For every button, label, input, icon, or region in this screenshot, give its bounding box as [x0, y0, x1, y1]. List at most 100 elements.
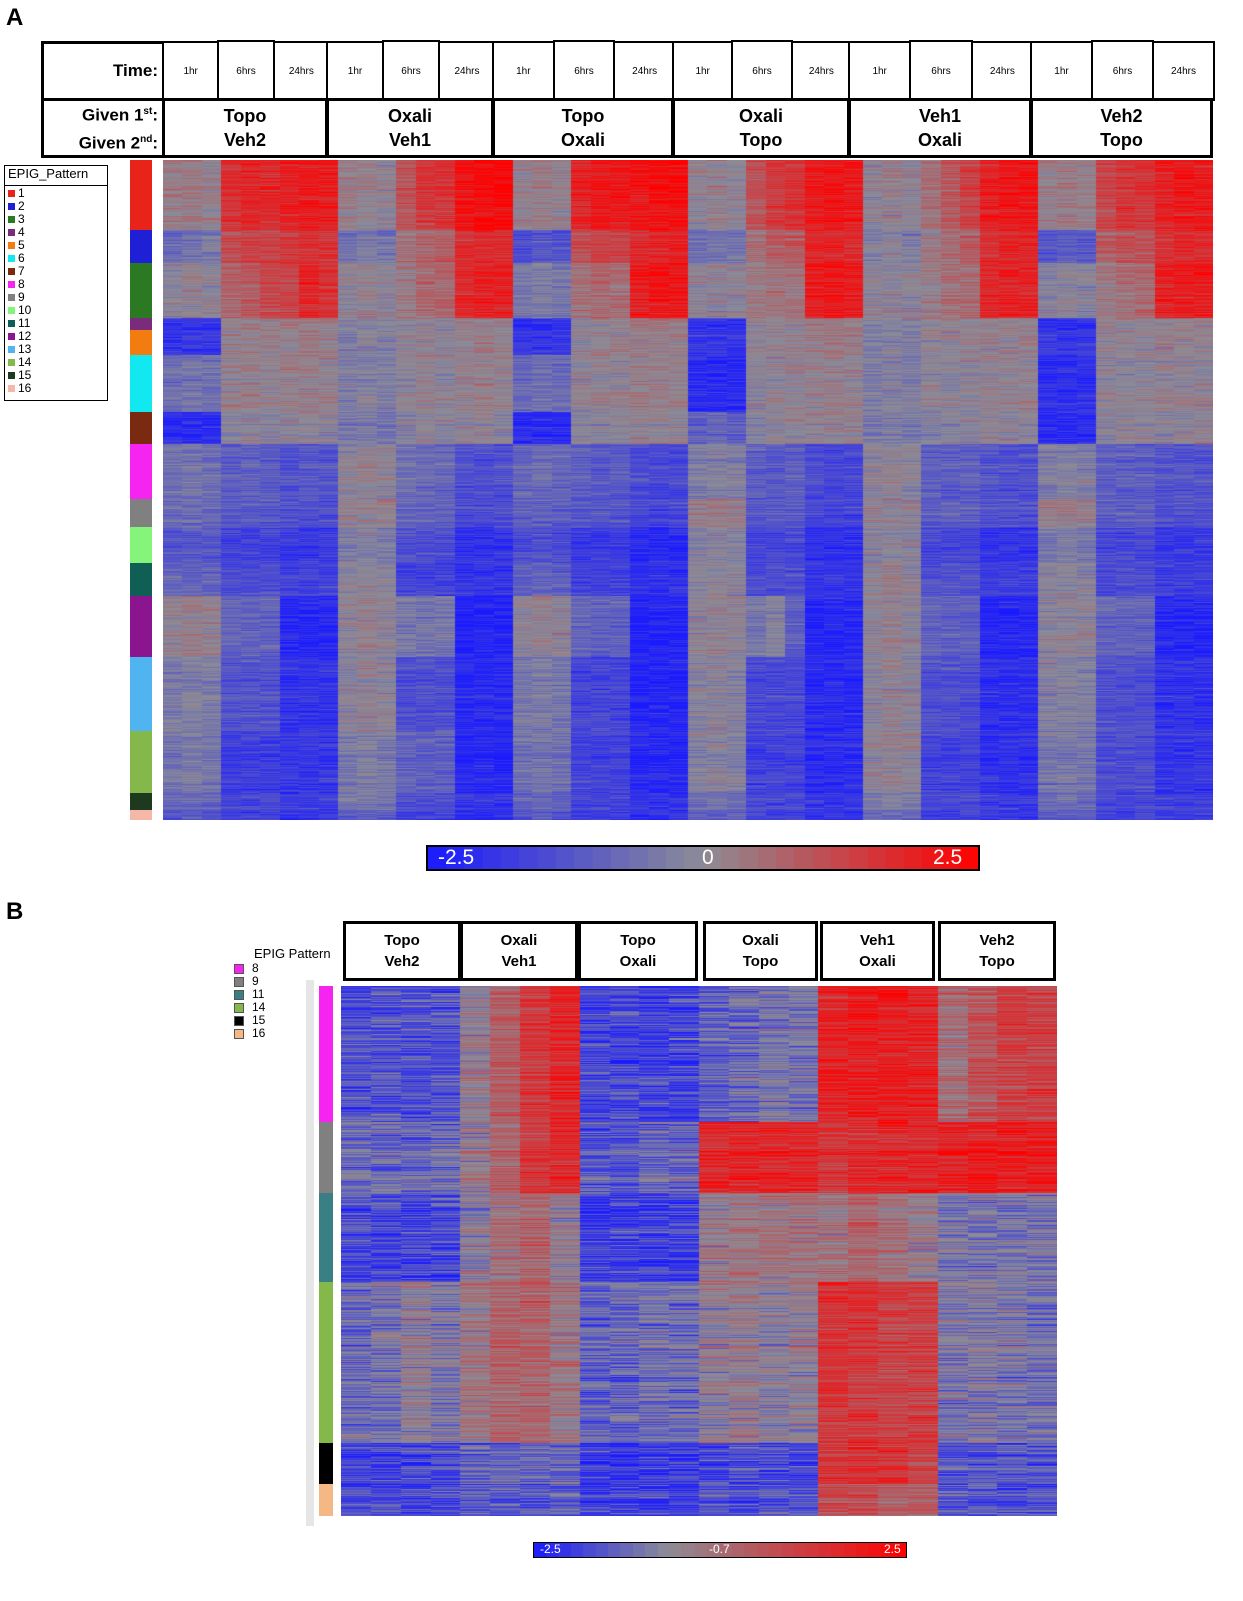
- legend-label: 1: [18, 186, 25, 200]
- panel-a-heatmap: [163, 160, 1213, 820]
- legend-item: 11: [8, 317, 30, 330]
- panel-b-heatmap: [341, 986, 1057, 1516]
- time-label: Time:: [112, 61, 158, 80]
- legend-label: 9: [18, 290, 25, 304]
- legend-label: 3: [18, 212, 25, 226]
- pattern-strip-segment: [319, 1122, 333, 1194]
- legend-swatch: [8, 242, 15, 249]
- legend-item: 9: [8, 291, 25, 304]
- pattern-strip-segment: [130, 330, 152, 356]
- legend-item: 10: [8, 304, 31, 317]
- time-header-cell: 24hrs: [970, 41, 1034, 101]
- legend-label: 11: [252, 987, 265, 1001]
- time-header-cell: 1hr: [492, 41, 555, 101]
- panel-a-legend-title: EPIG_Pattern: [8, 166, 89, 181]
- panel-a-colorbar-mid: 0: [702, 846, 714, 869]
- time-header-cell: 6hrs: [382, 40, 440, 102]
- treatment-group-header: Oxali Veh1: [326, 98, 494, 158]
- time-header-cell: 1hr: [326, 41, 384, 101]
- legend-item: 8: [234, 962, 259, 975]
- panel-a-colorbar-min: -2.5: [438, 846, 475, 869]
- pattern-strip-segment: [130, 595, 152, 658]
- legend-label: 11: [18, 316, 31, 330]
- legend-label: 13: [18, 342, 32, 356]
- given2-label: Given 2nd:: [78, 133, 158, 153]
- given-second-drug: Oxali: [560, 130, 606, 150]
- pattern-strip-segment: [130, 810, 152, 821]
- pattern-strip-segment: [130, 262, 152, 319]
- treatment-group-header: Topo Veh2: [343, 921, 461, 981]
- time-header-cell: 6hrs: [731, 40, 793, 102]
- legend-item: 14: [234, 1001, 265, 1014]
- pattern-strip-segment: [130, 562, 152, 597]
- legend-label: 8: [252, 961, 259, 975]
- pattern-strip-segment: [319, 1281, 333, 1444]
- pattern-strip-segment: [130, 793, 152, 811]
- time-label-box: Time:: [41, 41, 165, 101]
- legend-item: 1: [8, 187, 25, 200]
- given-first-drug: Oxali: [500, 932, 538, 949]
- panel-b-colorbar-mid: -0.7: [709, 1542, 730, 1556]
- time-header-cell: 1hr: [1030, 41, 1093, 101]
- time-header-cell: 24hrs: [613, 41, 676, 101]
- given-first-drug: Topo: [620, 932, 656, 949]
- given-first-drug: Topo: [384, 932, 420, 949]
- given-label-box: Given 1st: Given 2nd:: [41, 98, 165, 158]
- legend-item: 16: [234, 1027, 265, 1040]
- legend-item: 9: [234, 975, 259, 988]
- treatment-group-header: Topo Oxali: [578, 921, 698, 981]
- treatment-group-header: Oxali Topo: [672, 98, 850, 158]
- time-header-cell: 1hr: [848, 41, 912, 101]
- given1-label: Given 1st:: [82, 106, 158, 125]
- pattern-strip-segment: [130, 498, 152, 528]
- legend-swatch: [8, 346, 15, 353]
- time-header-cell: 24hrs: [1152, 41, 1215, 101]
- panel-a-colorbar: -2.5 0 2.5: [426, 845, 980, 871]
- legend-label: 15: [18, 368, 32, 382]
- panel-b-dendrogram-track: [306, 980, 314, 1526]
- given-first-drug: Oxali: [387, 106, 433, 126]
- time-header-cell: 6hrs: [552, 40, 616, 102]
- legend-label: 9: [252, 974, 259, 988]
- legend-item: 11: [234, 988, 264, 1001]
- legend-swatch: [8, 268, 15, 275]
- pattern-strip-segment: [130, 412, 152, 445]
- given-first-drug: Veh2: [1100, 106, 1143, 126]
- panel-a-colorbar-max: 2.5: [933, 846, 963, 869]
- legend-item: 6: [8, 252, 25, 265]
- legend-label: 16: [18, 381, 32, 395]
- pattern-strip-segment: [130, 229, 152, 264]
- treatment-group-header: Topo Oxali: [492, 98, 674, 158]
- given-second-drug: Topo: [1100, 130, 1143, 150]
- panel-b-label: B: [6, 898, 24, 925]
- legend-item: 15: [8, 369, 31, 382]
- legend-label: 7: [18, 264, 25, 278]
- treatment-group-header: Veh1 Oxali: [848, 98, 1032, 158]
- given-first-drug: Veh1: [859, 932, 896, 949]
- legend-item: 3: [8, 213, 25, 226]
- legend-item: 15: [234, 1014, 265, 1027]
- legend-swatch: [234, 976, 244, 987]
- treatment-group-header: Topo Veh2: [162, 98, 328, 158]
- panel-b-pattern-strip: [319, 986, 333, 1517]
- time-header-cell: 1hr: [162, 41, 220, 101]
- legend-label: 14: [252, 1000, 266, 1014]
- legend-swatch: [8, 385, 15, 392]
- given-second-drug: Veh2: [223, 130, 267, 150]
- pattern-strip-segment: [130, 160, 152, 231]
- panel-a-label: A: [6, 4, 24, 31]
- given-first-drug: Oxali: [742, 932, 779, 949]
- legend-item: 12: [8, 330, 31, 343]
- legend-item: 7: [8, 265, 25, 278]
- legend-label: 14: [18, 355, 32, 369]
- legend-label: 15: [252, 1013, 266, 1027]
- given-second-drug: Oxali: [619, 953, 657, 970]
- legend-item: 5: [8, 239, 25, 252]
- legend-swatch: [234, 1002, 244, 1013]
- legend-swatch: [234, 1028, 244, 1039]
- panel-b-legend-title: EPIG Pattern: [254, 946, 331, 961]
- given-first-drug: Veh2: [979, 932, 1015, 949]
- time-header-cell: 6hrs: [909, 40, 973, 102]
- legend-swatch: [8, 294, 15, 301]
